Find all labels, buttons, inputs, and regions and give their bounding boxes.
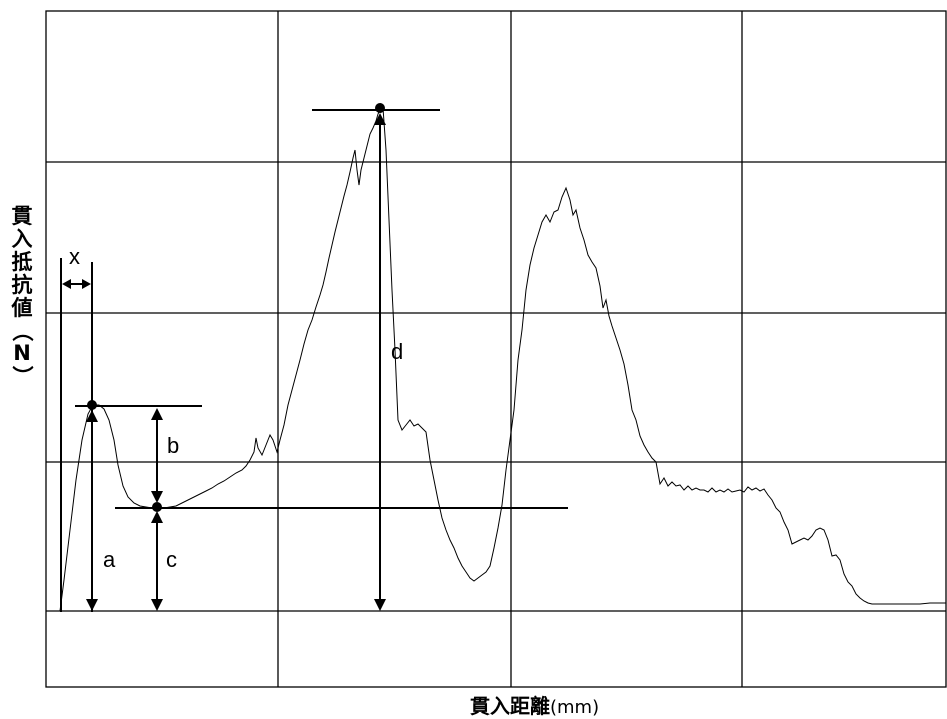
d-arrow-head-bottom — [374, 599, 386, 611]
b-arrow-head-bottom — [151, 491, 163, 503]
marker-d-label: d — [391, 339, 404, 364]
y-axis-close-paren: ） — [10, 365, 34, 387]
grid — [45, 10, 947, 688]
y-axis-char-3: 抵 — [11, 250, 33, 274]
first-peak-point — [87, 400, 97, 410]
a-arrow-head-top — [86, 410, 98, 422]
b-arrow-head-top — [151, 408, 163, 420]
resistance-curve — [59, 107, 946, 612]
x-axis-label-text: 貫入距離 — [470, 694, 550, 718]
y-axis-char-4: 抗 — [11, 273, 33, 297]
y-axis-char-5: 値 — [11, 296, 33, 320]
x-arrow-head-right — [82, 279, 91, 289]
max-peak-point — [375, 103, 385, 113]
marker-a-label: a — [103, 547, 116, 572]
plot-frame — [45, 10, 947, 688]
x-arrow-head-left — [62, 279, 71, 289]
x-axis-label: 貫入距離(mm) — [470, 690, 599, 719]
y-axis-unit: N — [13, 341, 31, 365]
measurement-annotations — [60, 103, 568, 612]
c-arrow-head-top — [151, 511, 163, 523]
trough-point — [152, 502, 162, 512]
marker-x-label: x — [69, 244, 80, 269]
y-axis-char-2: 入 — [11, 227, 33, 251]
y-axis-char-1: 貫 — [11, 204, 33, 228]
c-arrow-head-bottom — [151, 599, 163, 611]
a-arrow-head-bottom — [86, 599, 98, 611]
d-arrow-head-top — [374, 113, 386, 125]
y-axis-label: 貫 入 抵 抗 値 （ N ） — [5, 205, 39, 387]
marker-c-label: c — [166, 547, 177, 572]
marker-b-label: b — [167, 433, 180, 458]
x-axis-unit: (mm) — [550, 697, 600, 718]
y-axis-open-paren: （ — [10, 320, 34, 342]
